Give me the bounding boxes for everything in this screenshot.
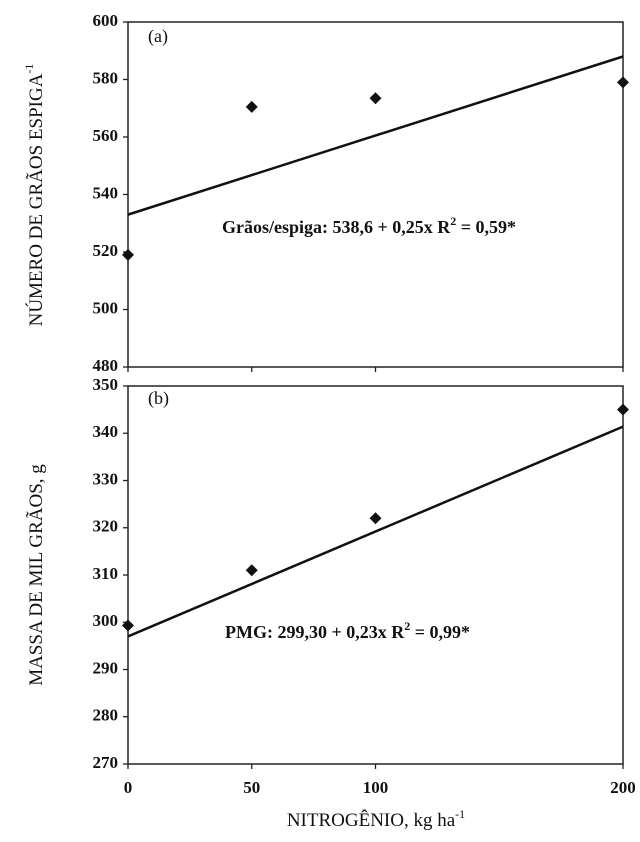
panel-b-data-point [369,512,382,525]
panel-a-data-point [617,76,629,89]
panel-a-y-tick-label: 600 [93,11,119,30]
x-axis-label: NITROGÊNIO, kg ha-1 [287,807,465,831]
panel-a-y-ticks: 480 500 520 540 560 580 600 [93,11,128,375]
panel-b-y-tick-label: 330 [93,469,119,488]
panel-b-frame [127,385,624,765]
panel-b-data-point [617,403,629,416]
panel-a-y-tick-label: 540 [93,183,119,202]
panel-b-fit-line [127,425,624,638]
panel-a-equation-text: Grãos/espiga: 538,6 + 0,25x R [222,217,451,237]
panel-a-y-axis-label-sup: -1 [22,64,36,74]
panel-a: (a) 480 500 520 540 560 580 600 Grãos/espiga: … [22,11,629,375]
panel-a-fit-line [127,55,624,216]
panel-b-data-point [245,564,258,577]
panel-b-y-tick-label: 320 [93,517,119,536]
panel-b-equation-rest: = 0,99* [410,622,470,642]
panel-a-equation: Grãos/espiga: 538,6 + 0,25x R2 = 0,59* [222,214,516,237]
panel-b-y-tick-label: 340 [93,422,119,441]
panel-b-y-tick-label: 290 [93,658,119,677]
panel-b-equation: PMG: 299,30 + 0,23x R2 = 0,99* [225,619,470,642]
panel-b-y-tick-label: 270 [93,753,119,772]
panel-a-label: (a) [148,26,168,47]
panel-a-y-tick-label: 480 [93,356,119,375]
x-tick-label: 50 [243,778,260,797]
panel-a-y-tick-label: 520 [93,241,119,260]
panel-b-points [122,403,629,632]
x-axis-label-text: NITROGÊNIO, kg ha [287,809,456,831]
panel-a-y-axis-label: NÚMERO DE GRÃOS ESPIGA-1 [22,64,48,327]
panel-b-x-ticks: 0 50 100 200 [124,764,636,797]
x-tick-label: 100 [363,778,389,797]
panel-a-y-tick-label: 580 [93,68,119,87]
panel-a-y-tick-label: 500 [93,298,119,317]
panel-a-equation-sup: 2 [450,214,456,228]
panel-a-points [122,76,629,261]
panel-a-x-tickmarks [127,367,624,372]
x-axis-label-sup: -1 [455,807,465,821]
panel-a-data-point [245,100,258,113]
panel-b-y-tick-label: 310 [93,564,119,583]
panel-b-label: (b) [148,388,169,409]
x-tick-label: 200 [610,778,636,797]
x-tick-label: 0 [124,778,133,797]
panel-a-equation-rest: = 0,59* [456,217,516,237]
panel-a-data-point [369,92,382,105]
panel-a-y-axis-label-text: NÚMERO DE GRÃOS ESPIGA [25,73,47,326]
panel-b-y-tick-label: 280 [93,706,119,725]
panel-b-y-tick-label: 350 [93,375,119,394]
panel-b-equation-text: PMG: 299,30 + 0,23x R [225,622,405,642]
panel-a-data-point [122,248,134,261]
panel-b-data-point [122,619,134,632]
panel-b-y-tick-label: 300 [93,611,119,630]
panel-b-y-axis-label-text: MASSA DE MIL GRÃOS, g [25,464,47,686]
panel-a-y-tick-label: 560 [93,126,119,145]
panel-b-y-ticks: 270 280 290 300 310 320 330 340 350 [93,375,128,772]
panel-b-equation-sup: 2 [404,619,410,633]
panel-b-y-axis-label: MASSA DE MIL GRÃOS, g [25,464,47,686]
panel-a-frame [127,21,624,368]
